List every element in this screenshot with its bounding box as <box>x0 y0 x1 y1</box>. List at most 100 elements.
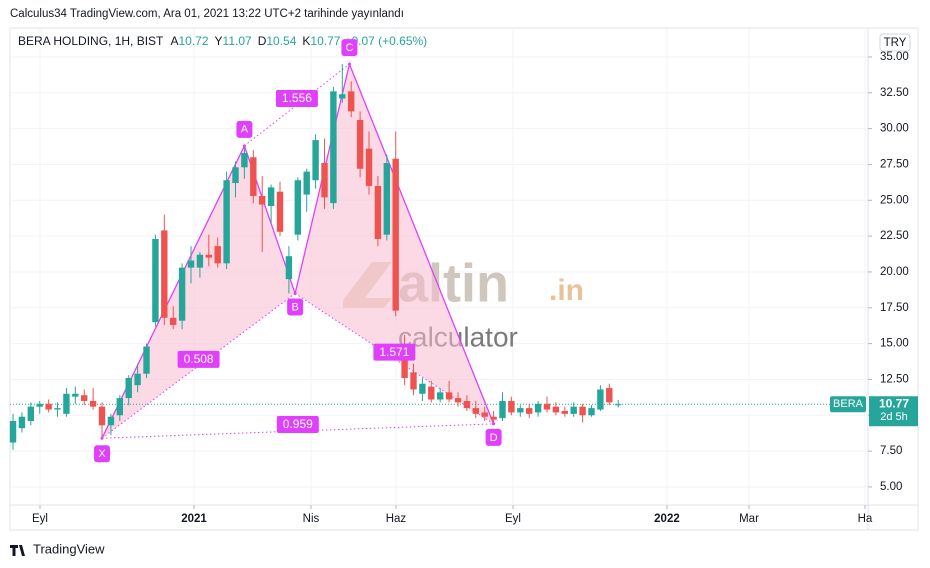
ratio-box <box>275 89 318 107</box>
legend-change: +0.07 (+0.65%) <box>344 34 427 48</box>
candle-body <box>276 191 284 232</box>
candle-body <box>437 392 444 400</box>
pattern-point <box>347 62 351 66</box>
candle-body <box>490 416 497 420</box>
point-box <box>341 39 358 57</box>
candle-body <box>143 346 150 374</box>
candle-body <box>525 408 533 414</box>
pattern-point <box>100 436 104 440</box>
y-tick-label: 27.50 <box>880 158 909 170</box>
candle-body <box>36 403 43 407</box>
x-tick-label: Ha <box>858 513 873 525</box>
candle-body <box>374 185 382 239</box>
candle-body <box>348 91 355 112</box>
legend-key: Y <box>215 34 223 48</box>
candle-body <box>543 403 551 410</box>
candle-body <box>419 383 426 394</box>
candle-body <box>330 91 337 204</box>
price-tag <box>869 396 918 427</box>
chart-frame <box>9 27 919 531</box>
y-tick-label: 7.50 <box>880 445 902 457</box>
x-tick-label: 2021 <box>181 513 207 525</box>
candle-body <box>303 171 310 195</box>
candle-body <box>552 406 560 413</box>
point-box <box>287 298 304 316</box>
candle-body <box>152 238 159 323</box>
candle-body <box>597 389 604 410</box>
candle-body <box>134 373 141 386</box>
ratio-box <box>177 350 220 368</box>
watermark-suffix: .in <box>549 274 584 307</box>
legend-symbol: BERA HOLDING, 1H, BIST <box>18 34 164 48</box>
currency: TRY <box>884 37 907 49</box>
legend-text: BERA HOLDING, 1H, BIST A10.72 Y11.07 D10.54… <box>18 34 427 48</box>
candle-body <box>445 392 453 400</box>
y-tick-label: 25.00 <box>880 194 909 206</box>
candle-body <box>170 317 177 325</box>
footer-text: TradingView <box>33 541 105 556</box>
candle-body <box>27 406 35 422</box>
x-tick-label: Nis <box>303 513 320 525</box>
candle-body <box>570 406 577 414</box>
candle-body <box>18 416 26 429</box>
y-tick-label: 15.00 <box>880 338 909 350</box>
candle-body <box>401 343 408 379</box>
candle-body <box>72 393 79 397</box>
candle-body <box>312 140 319 181</box>
candle-body <box>472 408 479 414</box>
legend-value: 10.54 <box>266 34 296 48</box>
currency-box <box>879 33 911 52</box>
y-tick-label: 12.50 <box>880 373 909 385</box>
candle-body <box>205 254 213 258</box>
legend: BERA HOLDING, 1H, BIST A10.72 Y11.07 D10.54… <box>18 34 427 48</box>
y-tick-label: 17.50 <box>880 302 909 314</box>
symbol-tag-text: BERA <box>833 398 864 410</box>
candle-body <box>410 372 417 390</box>
y-tick-label: 35.00 <box>880 51 909 63</box>
candle-body <box>481 412 488 417</box>
ratio-label: 1.556 <box>282 91 312 105</box>
pattern-point <box>293 291 297 295</box>
candle-body <box>428 386 435 400</box>
point-label: D <box>490 432 498 444</box>
header: Calculus34 TradingView.com, Ara 01, 2021… <box>10 8 404 20</box>
point-box <box>485 428 502 446</box>
candle-body <box>561 410 568 414</box>
candles <box>9 64 622 450</box>
ratio-label: 0.508 <box>184 352 214 366</box>
legend-key: K <box>302 34 310 48</box>
candle-body <box>365 148 373 186</box>
y-tick-label: 20.00 <box>880 266 909 278</box>
candle-body <box>517 408 524 413</box>
candle-body <box>383 163 391 235</box>
candle-body <box>54 408 61 410</box>
candle-body <box>356 120 364 169</box>
candle-body <box>250 157 257 196</box>
legend-value: 10.77 <box>310 34 340 48</box>
point-label: B <box>291 301 298 313</box>
candle-body <box>214 246 221 264</box>
pattern-dotted <box>102 423 494 439</box>
candle-body <box>321 163 328 198</box>
candle-body <box>392 158 399 311</box>
price-tag-text: 10.77 <box>879 396 909 410</box>
footer-icon <box>10 545 25 556</box>
candle-body <box>223 180 230 264</box>
footer-logo: TradingView <box>10 541 105 556</box>
x-tick-label: Eyl <box>505 513 521 525</box>
candle-body <box>241 152 248 168</box>
ratio-box <box>276 416 319 434</box>
candle-body <box>9 421 17 443</box>
candle-body <box>285 256 293 280</box>
candle-body <box>232 167 239 184</box>
candle-body <box>125 378 132 399</box>
candle-body <box>116 398 124 416</box>
candle-body <box>579 406 586 416</box>
legend-key: D <box>258 34 267 48</box>
ratio-label: 1.571 <box>379 345 409 359</box>
y-tick-label: 5.00 <box>880 481 902 493</box>
legend-value: 10.72 <box>179 34 209 48</box>
candle-body <box>196 254 204 268</box>
x-tick-label: Mar <box>739 513 759 525</box>
